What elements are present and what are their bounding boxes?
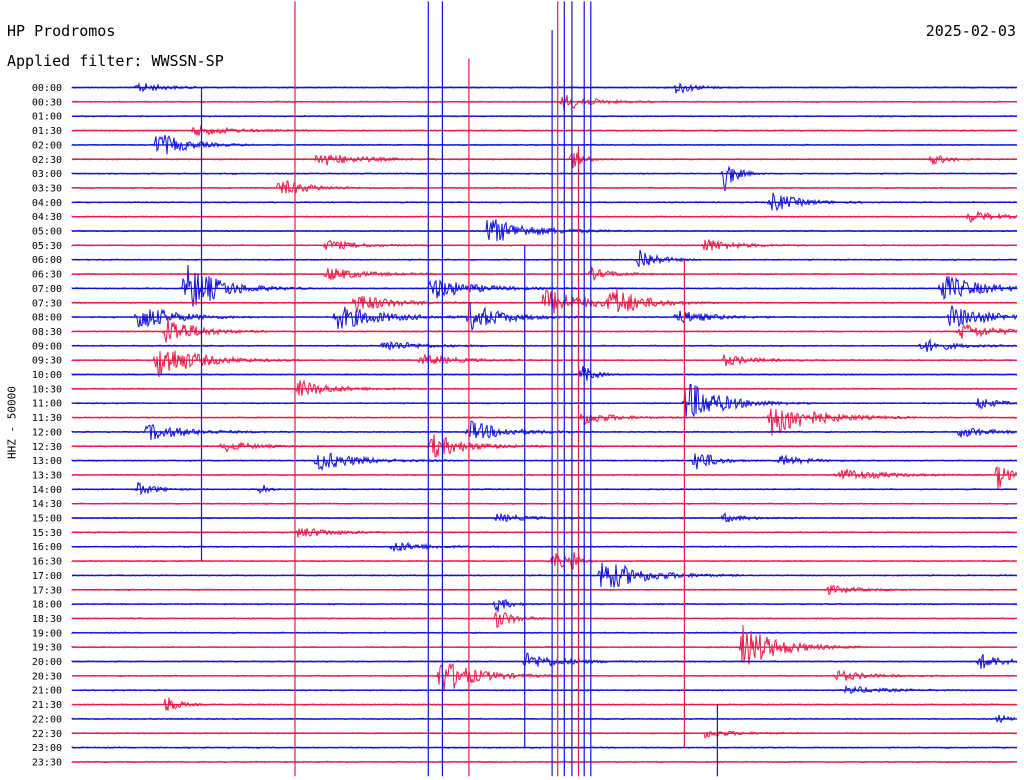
time-tick-label: 19:00 [32, 628, 62, 639]
time-tick-label: 02:30 [32, 155, 62, 166]
trace-row-13:00 [71, 452, 1018, 472]
time-tick-label: 23:00 [32, 743, 62, 754]
trace-row-08:30 [71, 317, 1018, 343]
time-tick-label: 16:30 [32, 557, 62, 568]
trace-row-14:00 [71, 482, 1018, 496]
trace-row-03:30 [71, 180, 1018, 194]
date-label: 2025-02-03 [925, 22, 1016, 40]
time-tick-label: 08:00 [32, 313, 62, 324]
trace-row-22:30 [71, 730, 1018, 739]
time-tick-label: 13:30 [32, 470, 62, 481]
time-tick-label: 20:30 [32, 671, 62, 682]
time-tick-label: 16:00 [32, 542, 62, 553]
trace-row-08:00 [71, 301, 1018, 332]
time-tick-label: 00:30 [32, 97, 62, 108]
time-tick-label: 19:30 [32, 643, 62, 654]
time-tick-label: 22:30 [32, 729, 62, 740]
time-tick-label: 12:30 [32, 442, 62, 453]
time-tick-label: 14:30 [32, 499, 62, 510]
trace-row-20:30 [71, 662, 1018, 691]
trace-row-02:30 [71, 152, 1018, 169]
time-tick-label: 17:30 [32, 585, 62, 596]
time-tick-label: 08:30 [32, 327, 62, 338]
time-tick-label: 01:30 [32, 126, 62, 137]
trace-row-00:00 [71, 82, 1018, 94]
time-tick-label: 10:00 [32, 370, 62, 381]
time-tick-label: 05:30 [32, 241, 62, 252]
time-tick-label: 05:00 [32, 227, 62, 238]
trace-row-06:00 [71, 249, 1018, 268]
time-tick-label: 02:00 [32, 140, 62, 151]
trace-row-05:00 [71, 219, 1018, 242]
time-tick-label: 15:30 [32, 528, 62, 539]
time-tick-label: 18:00 [32, 600, 62, 611]
time-tick-label: 12:00 [32, 427, 62, 438]
trace-row-12:00 [71, 420, 1018, 441]
time-tick-label: 00:00 [32, 83, 62, 94]
time-tick-label: 21:30 [32, 700, 62, 711]
trace-row-18:30 [71, 610, 1018, 628]
time-tick-group: 00:00 00:30 01:00 01:30 02:00 02:30 03:00 03:30… [32, 83, 62, 768]
time-tick-label: 23:30 [32, 757, 62, 768]
trace-row-00:30 [71, 94, 1018, 111]
time-tick-label: 17:00 [32, 571, 62, 582]
time-tick-label: 20:00 [32, 657, 62, 668]
trace-group [71, 82, 1018, 764]
time-tick-label: 14:00 [32, 485, 62, 496]
time-tick-label: 01:00 [32, 112, 62, 123]
trace-row-19:30 [71, 624, 1018, 665]
trace-row-18:00 [71, 599, 1018, 612]
trace-row-10:30 [71, 379, 1018, 396]
time-tick-label: 11:00 [32, 399, 62, 410]
time-tick-label: 06:30 [32, 270, 62, 281]
trace-row-07:30 [71, 288, 1018, 314]
station-title: HP Prodromos [7, 22, 116, 40]
time-tick-label: 11:30 [32, 413, 62, 424]
time-tick-label: 15:00 [32, 514, 62, 525]
time-tick-label: 07:30 [32, 298, 62, 309]
time-tick-label: 04:00 [32, 198, 62, 209]
time-tick-label: 07:00 [32, 284, 62, 295]
trace-row-10:00 [71, 365, 1018, 381]
time-tick-label: 18:30 [32, 614, 62, 625]
trace-row-04:00 [71, 192, 1018, 212]
trace-row-13:30 [71, 466, 1018, 489]
filter-label: Applied filter: WWSSN-SP [7, 52, 224, 70]
time-tick-label: 03:00 [32, 169, 62, 180]
time-tick-label: 06:00 [32, 255, 62, 266]
time-tick-label: 22:00 [32, 714, 62, 725]
time-tick-label: 03:30 [32, 183, 62, 194]
time-tick-label: 04:30 [32, 212, 62, 223]
time-tick-label: 09:30 [32, 356, 62, 367]
time-tick-label: 13:00 [32, 456, 62, 467]
spike-group [200, 1, 719, 777]
time-tick-label: 09:00 [32, 341, 62, 352]
time-tick-label: 10:30 [32, 384, 62, 395]
time-tick-label: 21:00 [32, 686, 62, 697]
trace-row-09:30 [71, 350, 1017, 378]
